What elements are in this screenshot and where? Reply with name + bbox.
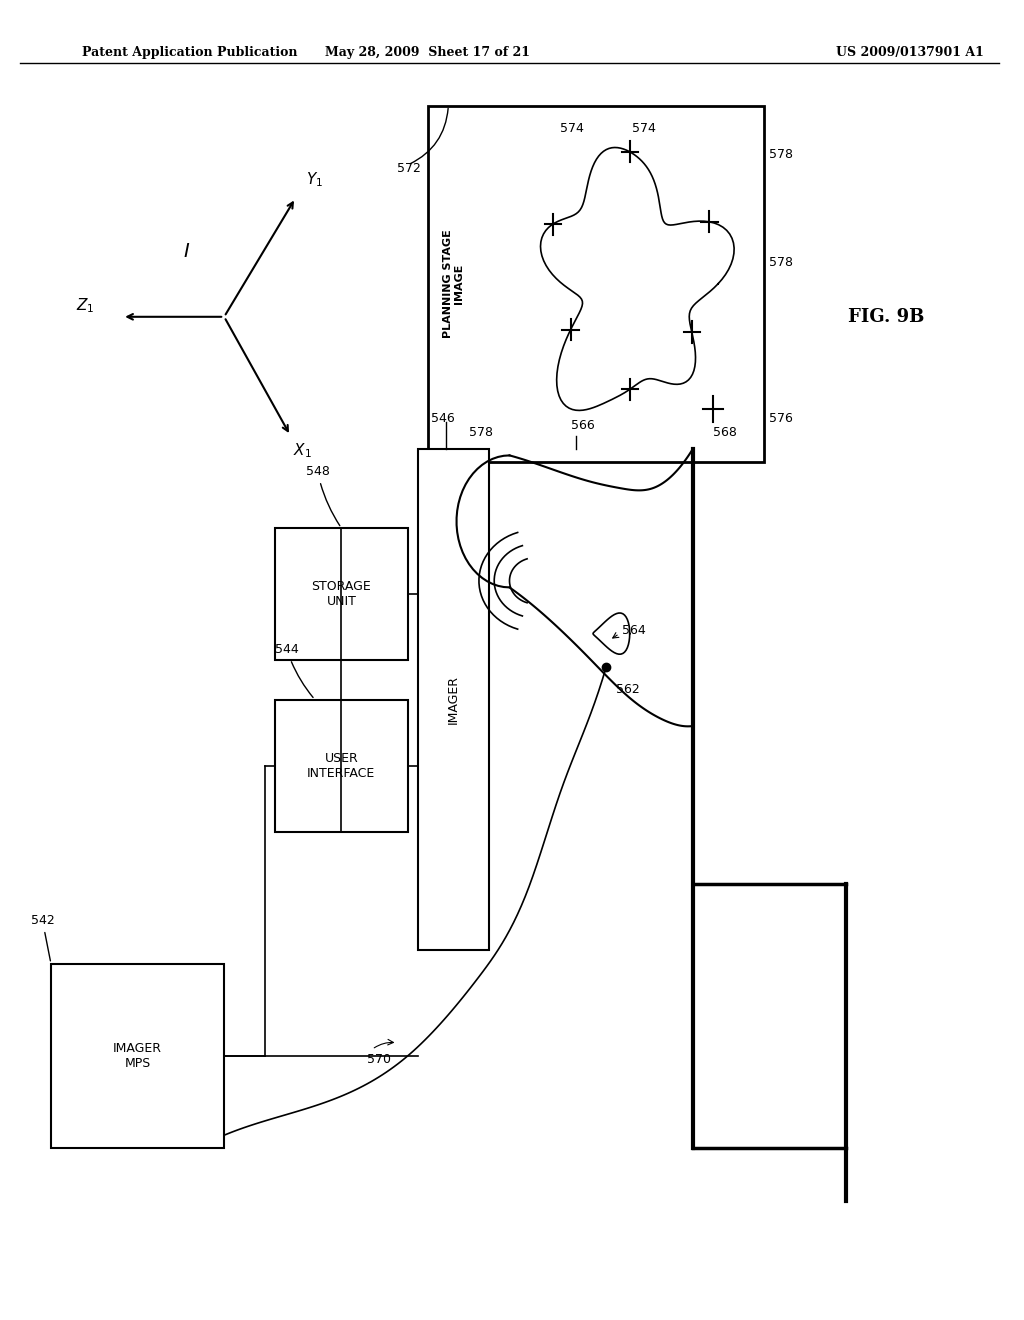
Text: PLANNING STAGE
IMAGE: PLANNING STAGE IMAGE xyxy=(442,230,464,338)
Text: IMAGER: IMAGER xyxy=(446,675,460,725)
Text: STORAGE
UNIT: STORAGE UNIT xyxy=(311,579,372,609)
Text: $I$: $I$ xyxy=(183,243,190,261)
Text: 574: 574 xyxy=(632,121,655,135)
Text: 570: 570 xyxy=(367,1052,391,1065)
Bar xyxy=(51,964,224,1148)
Text: May 28, 2009  Sheet 17 of 21: May 28, 2009 Sheet 17 of 21 xyxy=(326,46,530,59)
Text: 578: 578 xyxy=(769,148,794,161)
Text: $X_1$: $X_1$ xyxy=(294,441,312,461)
FancyBboxPatch shape xyxy=(428,106,764,462)
Text: 572: 572 xyxy=(397,161,421,174)
Text: 564: 564 xyxy=(622,623,645,636)
Text: 548: 548 xyxy=(306,465,340,525)
Text: 578: 578 xyxy=(469,425,493,438)
Bar xyxy=(275,528,408,660)
Text: $Y_1$: $Y_1$ xyxy=(306,170,323,190)
Text: 576: 576 xyxy=(769,412,794,425)
Text: FIG. 9B: FIG. 9B xyxy=(848,308,925,326)
Text: Patent Application Publication: Patent Application Publication xyxy=(82,46,297,59)
Text: 546: 546 xyxy=(431,412,455,425)
Text: USER
INTERFACE: USER INTERFACE xyxy=(307,751,376,780)
Text: 542: 542 xyxy=(31,913,54,961)
Text: 578: 578 xyxy=(769,256,794,269)
Text: $Z_1$: $Z_1$ xyxy=(77,296,95,315)
Text: 562: 562 xyxy=(616,682,640,696)
Text: 566: 566 xyxy=(570,418,594,432)
Bar xyxy=(275,700,408,832)
Text: 544: 544 xyxy=(275,643,313,697)
Text: 568: 568 xyxy=(714,425,737,438)
Text: IMAGER
MPS: IMAGER MPS xyxy=(113,1041,162,1071)
Bar xyxy=(418,449,489,950)
Text: US 2009/0137901 A1: US 2009/0137901 A1 xyxy=(836,46,983,59)
Text: 574: 574 xyxy=(560,121,585,135)
